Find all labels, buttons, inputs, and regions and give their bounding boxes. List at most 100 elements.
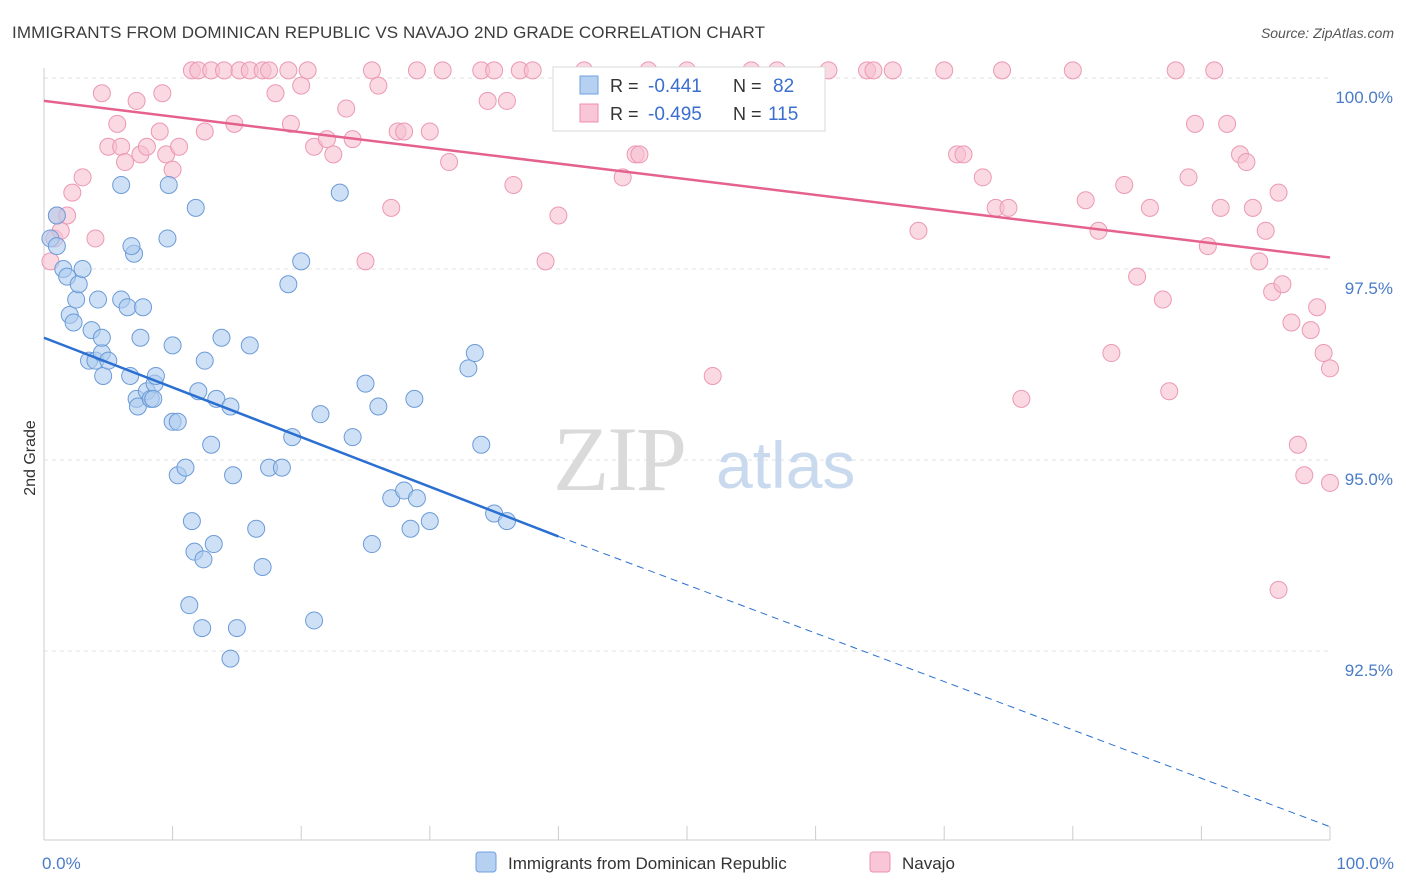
navajo-point-76 <box>954 145 973 164</box>
navajo-point-57 <box>523 61 542 80</box>
dominican-point-33 <box>163 336 182 355</box>
dominican-point-45 <box>202 435 221 454</box>
navajo-point-41 <box>356 252 375 271</box>
navajo-trend-line <box>43 99 1331 259</box>
navajo-point-46 <box>395 122 414 141</box>
navajo-point-79 <box>993 61 1012 80</box>
navajo-point-63 <box>630 145 649 164</box>
dominican-point-60 <box>292 252 311 271</box>
x-tick-label-min: 0.0% <box>42 854 81 873</box>
dominican-point-80 <box>69 275 88 294</box>
navajo-point-105 <box>1269 183 1288 202</box>
dominican-point-11 <box>89 290 108 309</box>
navajo-point-33 <box>281 114 300 133</box>
watermark: ZIP atlas <box>553 408 855 510</box>
y-tick-labels: 92.5% 95.0% 97.5% 100.0% <box>1335 88 1393 680</box>
navajo-point-12 <box>116 153 135 172</box>
navajo-point-20 <box>170 137 189 156</box>
dominican-point-34 <box>168 412 187 431</box>
navajo-point-107 <box>1282 313 1301 332</box>
dominican-point-1 <box>47 206 66 225</box>
navajo-point-7 <box>86 229 105 248</box>
dominican-point-53 <box>240 336 259 355</box>
navajo-point-111 <box>1308 298 1327 317</box>
navajo-point-52 <box>478 91 497 110</box>
navajo-point-93 <box>1185 114 1204 133</box>
dominican-point-81 <box>73 260 92 278</box>
navajo-point-88 <box>1140 198 1159 217</box>
y-tick-label-2: 97.5% <box>1345 279 1393 298</box>
navajo-point-102 <box>1256 221 1275 240</box>
navajo-point-110 <box>1301 321 1320 340</box>
navajo-point-99 <box>1237 153 1256 172</box>
navajo-point-109 <box>1295 466 1314 485</box>
dominican-point-31 <box>159 175 178 194</box>
navajo-point-101 <box>1250 252 1269 271</box>
watermark-atlas: atlas <box>716 428 855 502</box>
dominican-point-44 <box>195 351 214 370</box>
stats-legend-n-value-pink: 115 <box>768 104 798 125</box>
navajo-point-58 <box>536 252 555 271</box>
dominican-point-6 <box>64 313 83 332</box>
navajo-point-37 <box>317 130 336 149</box>
navajo-point-47 <box>407 61 426 80</box>
navajo-point-54 <box>497 91 516 110</box>
dominican-point-66 <box>362 535 381 554</box>
navajo-point-38 <box>324 145 343 164</box>
stats-legend-n-value-blue: 82 <box>773 76 794 97</box>
dominican-points <box>41 175 516 668</box>
navajo-point-31 <box>266 84 285 103</box>
dominican-point-76 <box>472 435 491 454</box>
dominican-point-65 <box>356 374 375 393</box>
dominican-point-13 <box>92 328 111 347</box>
grid-lines <box>44 77 1330 652</box>
navajo-point-97 <box>1218 114 1237 133</box>
dominican-trend-line <box>43 336 559 538</box>
dominican-point-14 <box>94 366 113 385</box>
stats-legend-swatch-blue <box>579 75 599 95</box>
navajo-point-42 <box>362 61 381 80</box>
bottom-legend: Immigrants from Dominican Republic Navaj… <box>475 851 955 873</box>
navajo-point-81 <box>1012 389 1031 408</box>
navajo-point-83 <box>1076 191 1095 210</box>
navajo-point-100 <box>1243 198 1262 217</box>
navajo-point-8 <box>92 84 111 103</box>
navajo-points <box>41 61 1339 599</box>
navajo-point-59 <box>549 206 568 225</box>
stats-legend-r-value-blue: -0.441 <box>648 76 702 97</box>
navajo-point-114 <box>1321 473 1339 492</box>
dominican-point-46 <box>204 535 223 554</box>
trend-lines <box>43 99 1331 828</box>
navajo-point-13 <box>127 91 146 110</box>
dominican-point-36 <box>176 458 195 477</box>
legend-label-navajo: Navajo <box>902 854 955 873</box>
stats-legend-n-label-pink: N = <box>733 104 762 124</box>
navajo-point-71 <box>864 61 883 80</box>
dominican-point-42 <box>193 619 212 638</box>
chart-title: IMMIGRANTS FROM DOMINICAN REPUBLIC VS NA… <box>12 23 765 42</box>
navajo-point-25 <box>215 61 234 80</box>
dominican-point-74 <box>459 359 478 378</box>
dominican-point-61 <box>305 611 324 630</box>
navajo-point-48 <box>420 122 439 141</box>
navajo-point-49 <box>433 61 452 80</box>
navajo-point-73 <box>909 221 928 240</box>
dominican-point-54 <box>247 519 266 538</box>
navajo-point-50 <box>440 153 459 172</box>
dominican-point-71 <box>405 389 424 408</box>
navajo-point-23 <box>195 122 214 141</box>
dominican-point-38 <box>182 512 201 531</box>
dominican-point-55 <box>253 557 272 576</box>
navajo-point-80 <box>999 198 1018 217</box>
chart-source: Source: ZipAtlas.com <box>1261 25 1394 41</box>
legend-label-dominican: Immigrants from Dominican Republic <box>508 854 787 873</box>
navajo-point-86 <box>1115 175 1134 194</box>
navajo-point-91 <box>1160 382 1179 401</box>
dominican-point-73 <box>420 512 439 531</box>
navajo-point-85 <box>1102 344 1121 363</box>
navajo-point-96 <box>1211 198 1230 217</box>
navajo-point-53 <box>485 61 504 80</box>
dominican-trend-extension <box>558 535 1331 828</box>
